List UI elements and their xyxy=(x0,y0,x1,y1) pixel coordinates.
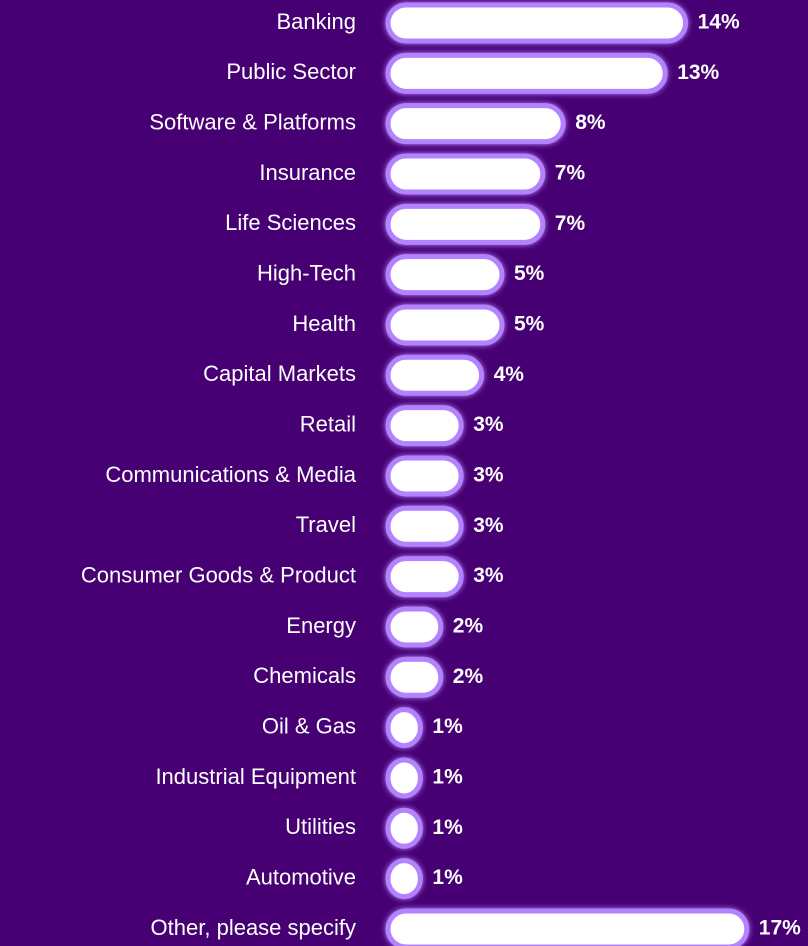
category-label: High-Tech xyxy=(257,260,356,285)
bar xyxy=(385,908,750,946)
bar xyxy=(385,405,464,447)
category-label: Other, please specify xyxy=(151,915,356,940)
category-label: Public Sector xyxy=(226,59,356,84)
value-label: 1% xyxy=(432,715,463,738)
category-label: Consumer Goods & Product xyxy=(81,562,356,587)
value-label: 8% xyxy=(575,111,606,134)
value-label: 13% xyxy=(677,61,719,84)
category-label: Health xyxy=(292,311,356,336)
bar xyxy=(385,556,464,598)
value-label: 1% xyxy=(432,866,463,889)
bar xyxy=(385,807,423,849)
value-label: 3% xyxy=(473,413,504,436)
category-label: Oil & Gas xyxy=(262,713,356,738)
category-label: Communications & Media xyxy=(105,462,356,487)
bar xyxy=(385,757,423,799)
bar xyxy=(385,455,464,497)
bar xyxy=(385,153,546,195)
category-label: Automotive xyxy=(246,864,356,889)
bar xyxy=(385,203,546,245)
value-label: 14% xyxy=(698,11,740,34)
value-label: 2% xyxy=(453,665,484,688)
value-label: 5% xyxy=(514,313,545,336)
value-label: 1% xyxy=(432,765,463,788)
category-label: Capital Markets xyxy=(203,361,356,386)
bar xyxy=(385,52,668,94)
value-label: 3% xyxy=(473,564,504,587)
bar xyxy=(385,354,485,396)
value-label: 4% xyxy=(494,363,525,386)
bar xyxy=(385,858,423,900)
category-label: Travel xyxy=(296,512,356,537)
value-label: 7% xyxy=(555,162,586,185)
bar xyxy=(385,707,423,749)
bar xyxy=(385,103,566,145)
value-label: 2% xyxy=(453,615,484,638)
category-label: Utilities xyxy=(285,814,356,839)
value-label: 1% xyxy=(432,816,463,839)
bar xyxy=(385,2,689,44)
category-label: Industrial Equipment xyxy=(155,764,356,789)
category-label: Software & Platforms xyxy=(149,109,356,134)
bar xyxy=(385,656,444,698)
value-label: 7% xyxy=(555,212,586,235)
category-label: Energy xyxy=(286,613,356,638)
category-label: Banking xyxy=(276,9,356,34)
value-label: 5% xyxy=(514,262,545,285)
bar xyxy=(385,254,505,296)
value-label: 3% xyxy=(473,464,504,487)
value-label: 3% xyxy=(473,514,504,537)
category-label: Chemicals xyxy=(253,663,356,688)
category-label: Retail xyxy=(300,411,356,436)
bar xyxy=(385,606,444,648)
bar xyxy=(385,505,464,547)
bar xyxy=(385,304,505,346)
category-label: Life Sciences xyxy=(225,210,356,235)
category-label: Insurance xyxy=(259,160,356,185)
value-label: 17% xyxy=(759,916,801,939)
